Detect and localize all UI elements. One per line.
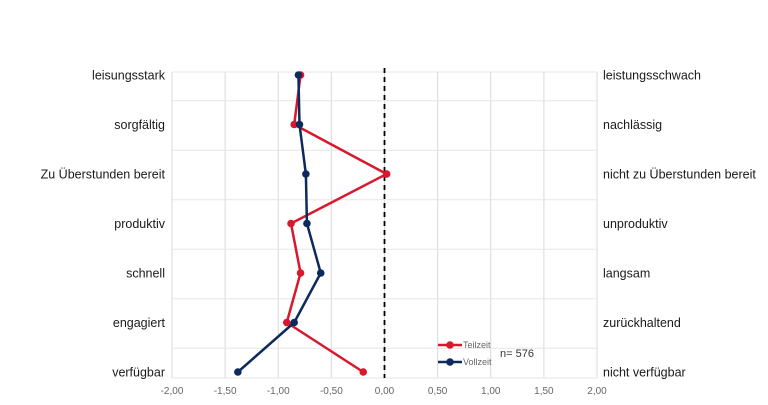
right-label: nicht zu Überstunden bereit	[603, 168, 756, 182]
legend-label: Teilzeit	[463, 340, 491, 350]
legend-swatch-marker	[446, 341, 454, 349]
right-label: leistungsschwach	[603, 69, 701, 83]
data-point-vollzeit	[295, 120, 304, 129]
data-point-teilzeit	[359, 368, 368, 376]
right-label: unproduktiv	[603, 217, 668, 231]
x-tick-label: -0,50	[320, 386, 343, 397]
data-point-teilzeit	[382, 170, 391, 178]
legend-label: Vollzeit	[463, 357, 492, 367]
right-label: langsam	[603, 267, 650, 281]
left-label: produktiv	[114, 217, 165, 231]
data-point-teilzeit	[287, 219, 295, 228]
data-point-vollzeit	[290, 318, 298, 327]
right-label: nicht verfügbar	[603, 366, 686, 380]
left-label: Zu Überstunden bereit	[41, 168, 166, 182]
legend-swatch-marker	[446, 358, 454, 366]
series-layer	[234, 71, 391, 376]
data-point-teilzeit	[290, 120, 298, 129]
right-label: nachlässig	[603, 118, 662, 132]
right-labels: leistungsschwach nachlässig nicht zu Übers…	[603, 69, 756, 380]
series-line-teilzeit	[285, 74, 388, 374]
left-label: schnell	[126, 267, 165, 281]
data-point-vollzeit	[302, 170, 310, 178]
data-point-vollzeit	[294, 71, 303, 79]
x-tick-label: 1,00	[481, 386, 501, 397]
x-tick-label: -2,00	[161, 386, 184, 397]
x-axis-ticks: -2,00 -1,50 -1,00 -0,50 0,00 0,50 1,00 1,50 2,00	[161, 386, 608, 397]
data-point-vollzeit	[303, 219, 311, 228]
data-point-vollzeit	[316, 269, 325, 277]
data-point-teilzeit	[282, 318, 291, 327]
left-label: verfügbar	[112, 366, 165, 380]
data-point-vollzeit	[234, 368, 242, 376]
left-label: leisungsstark	[92, 69, 166, 83]
legend: Teilzeit Vollzeit	[438, 340, 492, 367]
right-label: zurückhaltend	[603, 316, 681, 330]
x-tick-label: 0,00	[375, 386, 395, 397]
x-tick-label: 2,00	[587, 386, 607, 397]
x-tick-label: 0,50	[428, 386, 448, 397]
left-label: engagiert	[113, 316, 166, 330]
x-tick-label: 1,50	[534, 386, 554, 397]
sample-size-annotation: n= 576	[500, 348, 534, 360]
data-point-teilzeit	[296, 269, 305, 277]
x-tick-label: -1,50	[214, 386, 237, 397]
left-label: sorgfältig	[114, 118, 165, 132]
x-tick-label: -1,00	[267, 386, 290, 397]
left-labels: leisungsstark sorgfältig Zu Überstunden be…	[41, 69, 166, 380]
